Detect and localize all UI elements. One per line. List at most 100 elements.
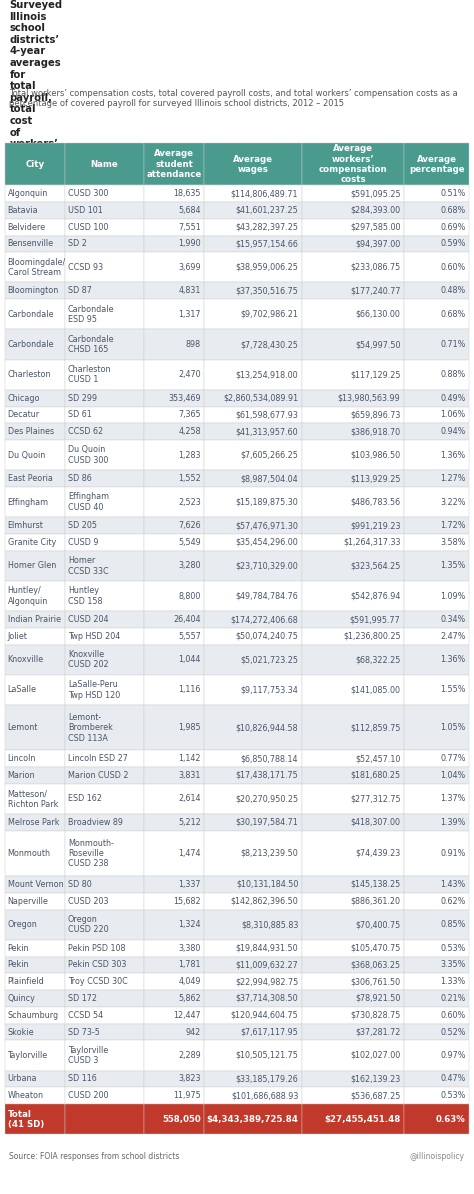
Text: SD 116: SD 116 [68, 1075, 97, 1083]
Bar [302, 517, 404, 534]
Bar [65, 441, 144, 470]
Text: $7,728,430.25: $7,728,430.25 [240, 340, 298, 349]
Bar [5, 406, 65, 424]
Bar [65, 424, 144, 441]
Text: 7,626: 7,626 [178, 521, 201, 530]
Bar [204, 704, 302, 750]
Text: $13,254,918.00: $13,254,918.00 [236, 370, 298, 380]
Bar [5, 534, 65, 550]
Text: $181,680.25: $181,680.25 [350, 771, 401, 780]
Bar [5, 330, 65, 359]
Text: $101,686,688.93: $101,686,688.93 [231, 1091, 298, 1100]
Text: Average
student
attendance: Average student attendance [146, 149, 202, 179]
Text: $68,322.25: $68,322.25 [355, 656, 401, 664]
Bar [65, 1104, 144, 1134]
Text: $277,312.75: $277,312.75 [350, 794, 401, 804]
Bar [302, 424, 404, 441]
Bar [204, 814, 302, 831]
Bar [302, 1023, 404, 1040]
Bar [404, 1071, 469, 1088]
Text: Des Plaines: Des Plaines [8, 427, 54, 436]
Text: Troy CCSD 30C: Troy CCSD 30C [68, 977, 128, 986]
Text: Granite City: Granite City [8, 537, 56, 547]
Bar [144, 300, 204, 330]
Bar [204, 581, 302, 611]
Text: Average
wages: Average wages [233, 154, 273, 174]
Text: Lincoln ESD 27: Lincoln ESD 27 [68, 755, 128, 763]
Text: $37,350,516.75: $37,350,516.75 [236, 287, 298, 295]
Text: $284,393.00: $284,393.00 [350, 205, 401, 215]
Text: $66,130.00: $66,130.00 [356, 309, 401, 319]
Text: 0.71%: 0.71% [440, 340, 465, 349]
Bar [5, 283, 65, 300]
Bar [302, 876, 404, 893]
Bar [65, 1088, 144, 1104]
Text: 1,474: 1,474 [178, 849, 201, 858]
Bar [404, 581, 469, 611]
Text: $418,307.00: $418,307.00 [350, 818, 401, 827]
Bar [204, 143, 302, 185]
Text: SD 73-5: SD 73-5 [68, 1028, 100, 1036]
Text: 15,682: 15,682 [173, 897, 201, 906]
Text: 558,050: 558,050 [162, 1115, 201, 1124]
Text: $323,564.25: $323,564.25 [350, 561, 401, 571]
Text: 3.35%: 3.35% [440, 960, 465, 970]
Bar [5, 359, 65, 389]
Text: $15,957,154.66: $15,957,154.66 [236, 239, 298, 248]
Bar [65, 910, 144, 940]
Bar [404, 611, 469, 628]
Text: $542,876.94: $542,876.94 [350, 591, 401, 601]
Text: Plainfield: Plainfield [8, 977, 44, 986]
Bar [65, 235, 144, 252]
Text: Taylorville
CUSD 3: Taylorville CUSD 3 [68, 1046, 108, 1065]
Bar [404, 202, 469, 219]
Text: 0.77%: 0.77% [440, 755, 465, 763]
Bar [404, 487, 469, 517]
Text: Bloomington: Bloomington [8, 287, 59, 295]
Text: Lemont: Lemont [8, 724, 38, 732]
Text: $114,806,489.71: $114,806,489.71 [231, 189, 298, 198]
Text: Carbondale: Carbondale [8, 340, 54, 349]
Text: 0.69%: 0.69% [440, 222, 465, 232]
Bar [65, 330, 144, 359]
Text: 3,831: 3,831 [178, 771, 201, 780]
Bar [144, 767, 204, 783]
Bar [404, 143, 469, 185]
Bar [302, 219, 404, 235]
Bar [302, 359, 404, 389]
Bar [404, 675, 469, 704]
Bar [144, 143, 204, 185]
Bar [302, 814, 404, 831]
Text: $9,117,753.34: $9,117,753.34 [241, 685, 298, 695]
Bar [302, 1104, 404, 1134]
Bar [144, 990, 204, 1007]
Bar [5, 956, 65, 973]
Bar [302, 470, 404, 487]
Bar [65, 1040, 144, 1071]
Text: $33,185,179.26: $33,185,179.26 [236, 1075, 298, 1083]
Bar [5, 940, 65, 956]
Text: $113,929.25: $113,929.25 [350, 474, 401, 484]
Text: Average
percentage: Average percentage [409, 154, 465, 174]
Text: 4,258: 4,258 [178, 427, 201, 436]
Text: $2,860,534,089.91: $2,860,534,089.91 [223, 394, 298, 402]
Text: Monmouth-
Roseville
CUSD 238: Monmouth- Roseville CUSD 238 [68, 838, 114, 868]
Bar [5, 704, 65, 750]
Bar [65, 750, 144, 767]
Text: Charleston: Charleston [8, 370, 51, 380]
Bar [204, 534, 302, 550]
Bar [302, 143, 404, 185]
Bar [302, 831, 404, 876]
Text: 1,116: 1,116 [178, 685, 201, 695]
Text: $37,281.72: $37,281.72 [355, 1028, 401, 1036]
Text: $6,850,788.14: $6,850,788.14 [241, 755, 298, 763]
Text: 18,635: 18,635 [173, 189, 201, 198]
Text: 4,831: 4,831 [178, 287, 201, 295]
Text: $306,761.50: $306,761.50 [350, 977, 401, 986]
Text: 3,699: 3,699 [178, 263, 201, 272]
Text: CCSD 93: CCSD 93 [68, 263, 103, 272]
Text: $1,264,317.33: $1,264,317.33 [343, 537, 401, 547]
Text: $17,438,171.75: $17,438,171.75 [236, 771, 298, 780]
Bar [5, 235, 65, 252]
Bar [5, 767, 65, 783]
